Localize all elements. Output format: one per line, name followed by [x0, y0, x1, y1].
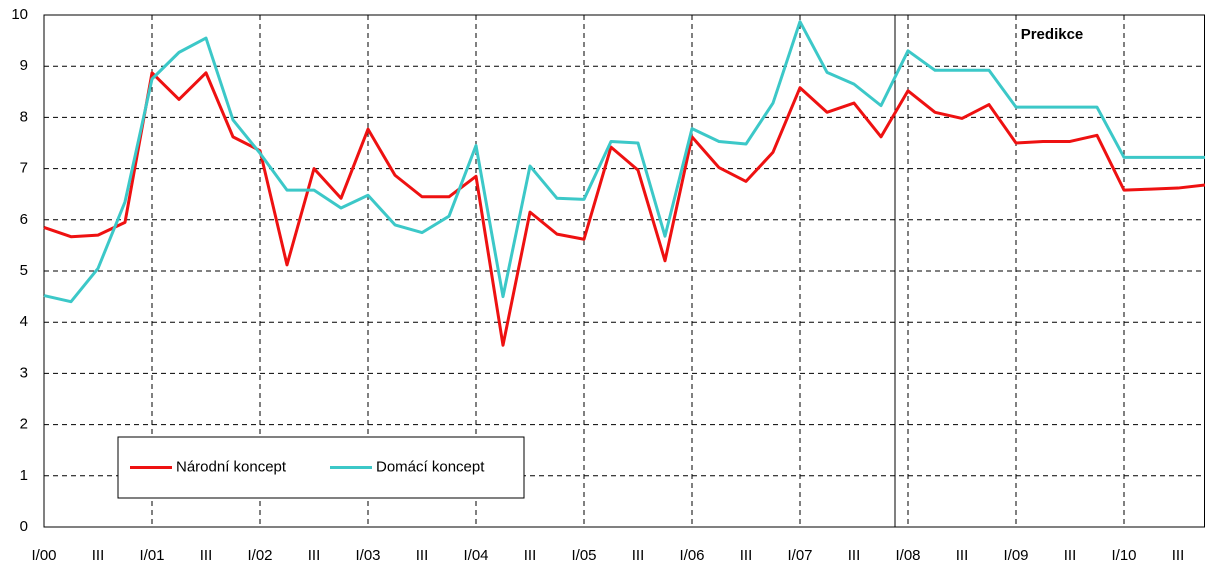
y-tick-label: 1	[20, 467, 28, 484]
y-tick-label: 7	[20, 160, 28, 177]
y-tick-label: 5	[20, 262, 28, 279]
y-tick-label: 8	[20, 108, 28, 125]
y-tick-label: 10	[11, 6, 28, 23]
x-tick-label: III	[92, 547, 105, 564]
x-tick-label: I/04	[463, 547, 488, 564]
x-tick-label: III	[416, 547, 429, 564]
x-tick-label: I/03	[355, 547, 380, 564]
x-tick-label: I/05	[571, 547, 596, 564]
y-tick-label: 0	[20, 518, 28, 535]
x-tick-label: I/10	[1111, 547, 1136, 564]
legend-box	[117, 436, 525, 499]
y-tick-label: 3	[20, 364, 28, 381]
x-tick-label: III	[524, 547, 537, 564]
x-tick-label: III	[200, 547, 213, 564]
series-line	[43, 71, 1205, 347]
y-tick-label: 2	[20, 416, 28, 433]
x-tick-label: I/08	[895, 547, 920, 564]
x-tick-label: I/00	[31, 547, 56, 564]
x-tick-label: I/09	[1003, 547, 1028, 564]
x-tick-label: III	[308, 547, 321, 564]
x-tick-label: III	[632, 547, 645, 564]
legend-label: Domácí koncept	[376, 458, 485, 475]
x-tick-label: I/07	[787, 547, 812, 564]
x-tick-label: I/01	[139, 547, 164, 564]
series-line	[43, 20, 1205, 304]
x-tick-label: III	[956, 547, 969, 564]
y-tick-label: 4	[20, 313, 28, 330]
y-tick-label: 6	[20, 211, 28, 228]
x-tick-label: III	[1064, 547, 1077, 564]
x-tick-label: I/02	[247, 547, 272, 564]
annotation: Predikce	[1021, 26, 1084, 43]
x-tick-label: III	[848, 547, 861, 564]
x-tick-label: III	[740, 547, 753, 564]
y-tick-label: 9	[20, 57, 28, 74]
x-tick-label: III	[1172, 547, 1185, 564]
x-tick-label: I/06	[679, 547, 704, 564]
legend-label: Národní koncept	[176, 458, 287, 475]
